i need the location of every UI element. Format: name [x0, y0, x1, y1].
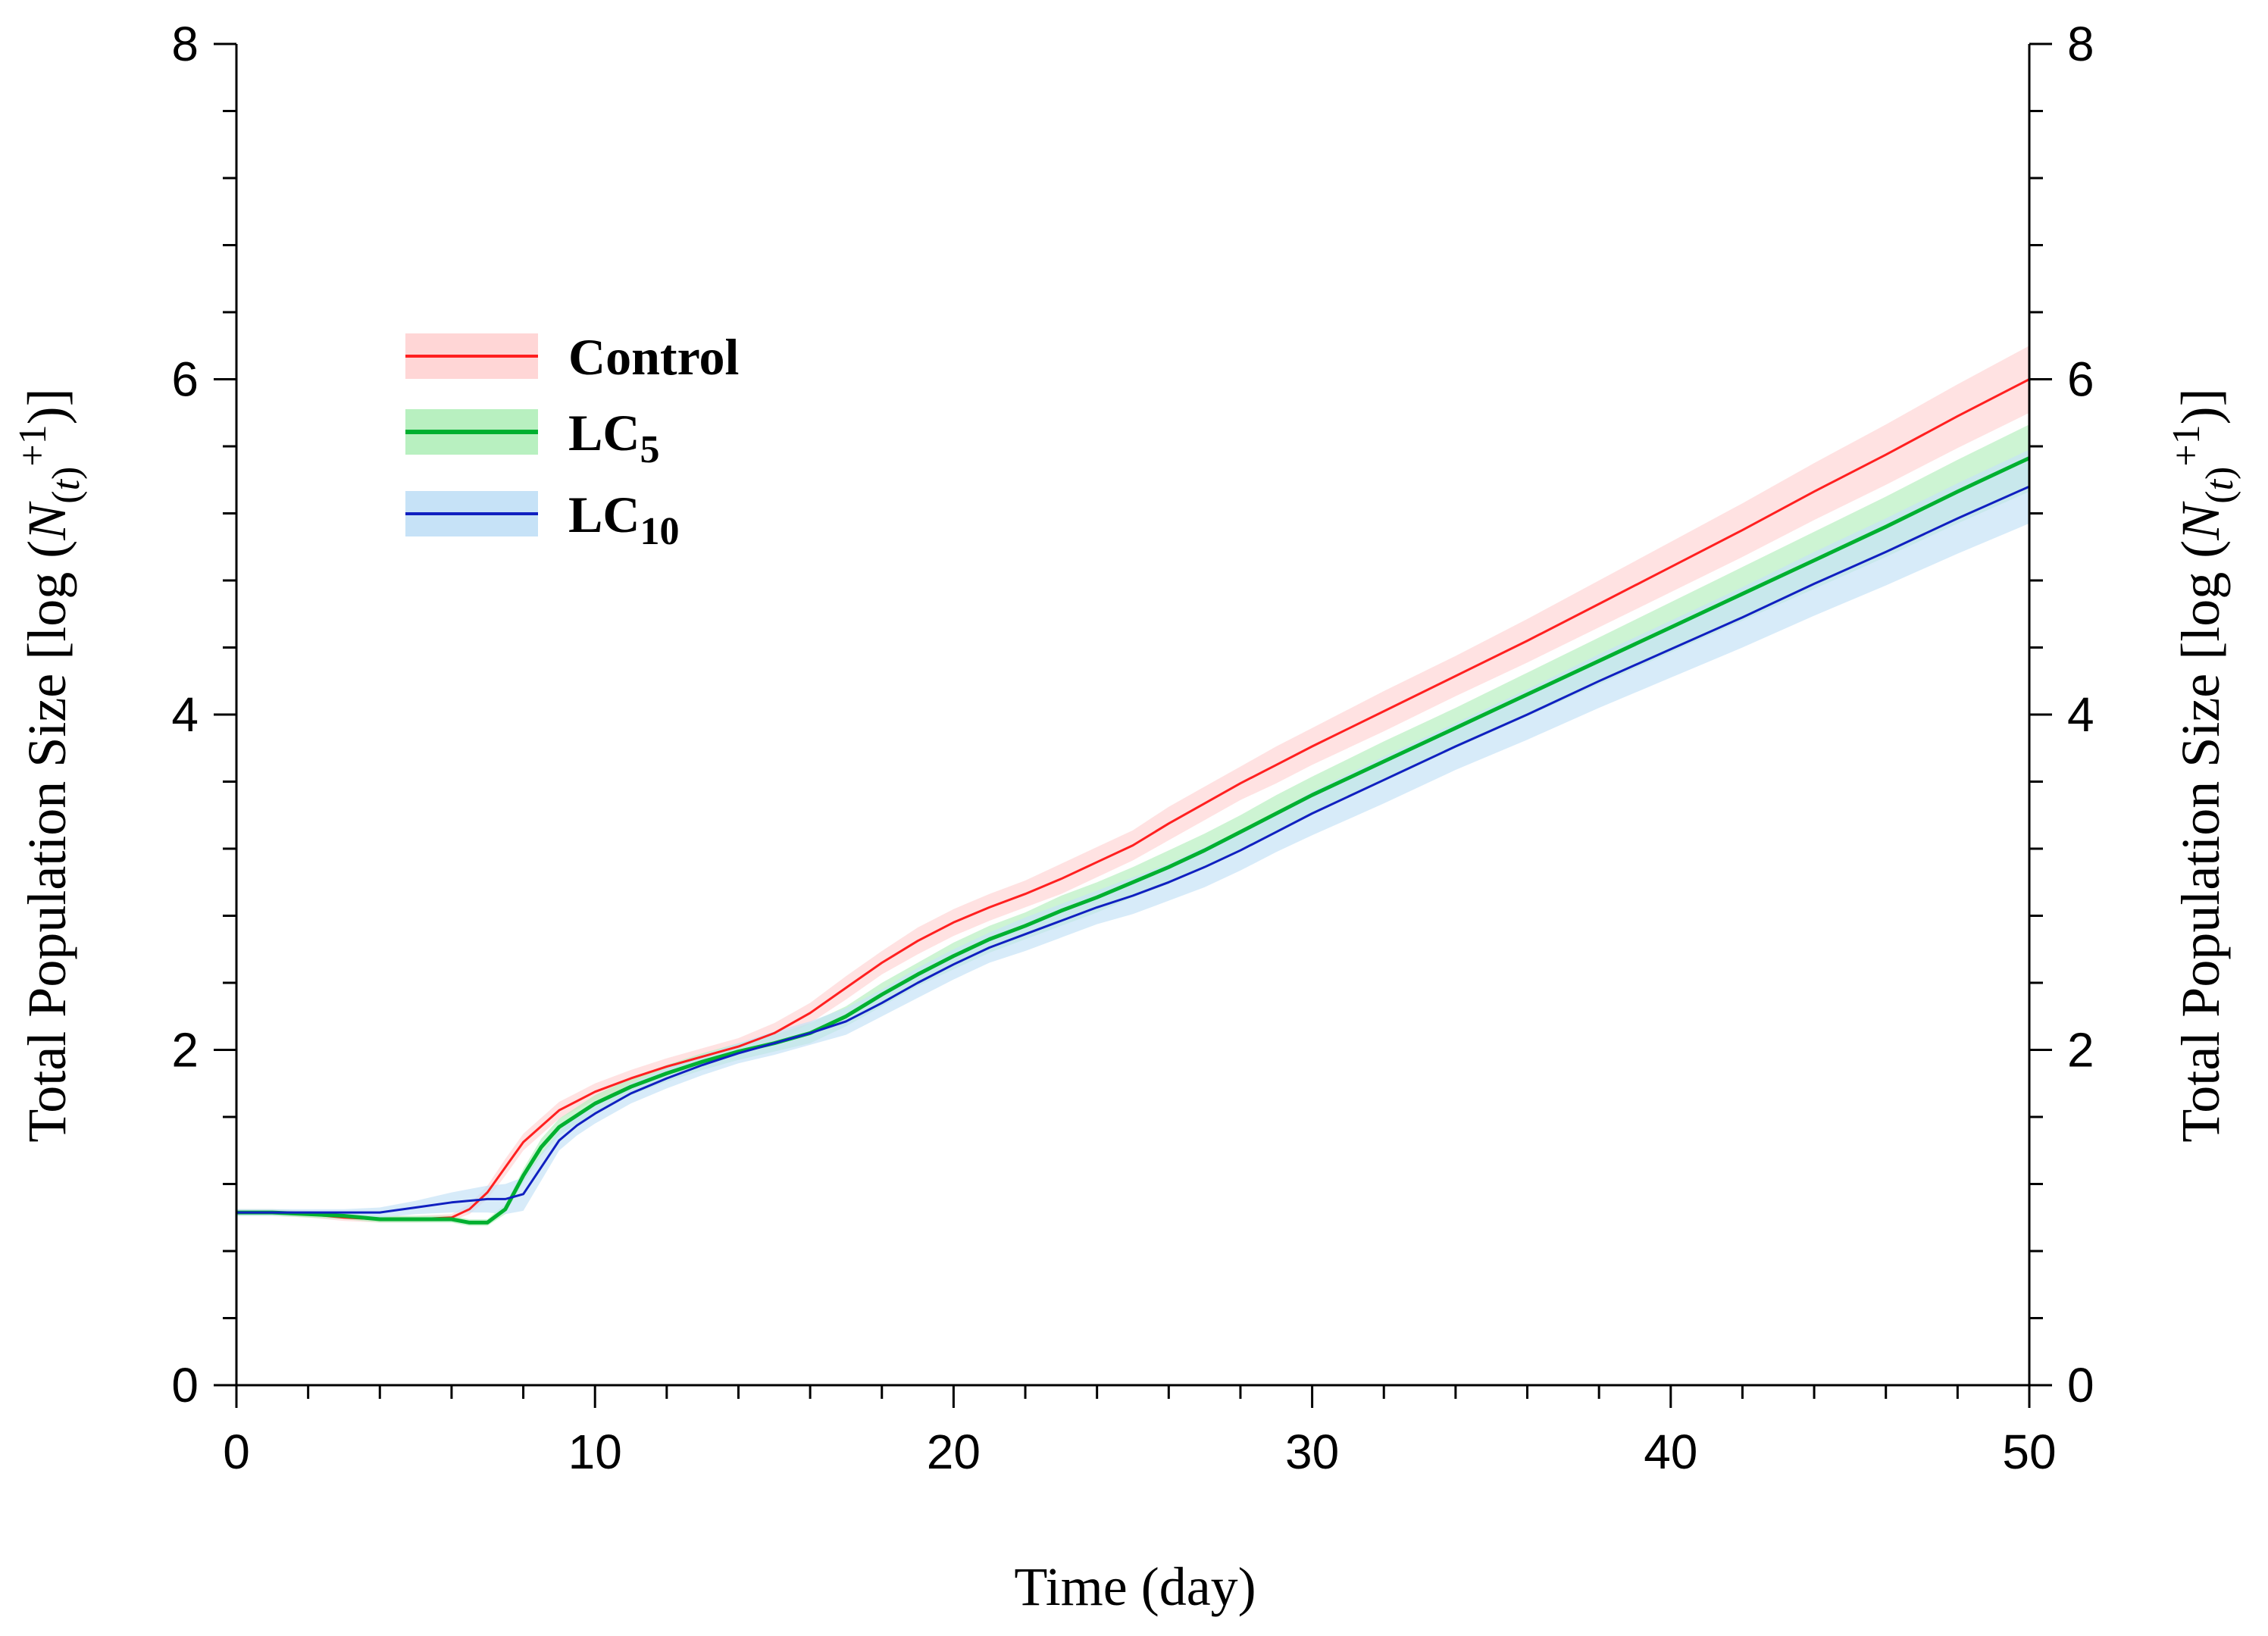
legend-label-lc5-main: LC	[568, 404, 640, 461]
y-title-left-close: )	[45, 467, 88, 480]
y-title-right-n: N	[2170, 501, 2231, 541]
legend-label-control-main: Control	[568, 328, 739, 386]
y-title-left-plus: +1	[11, 424, 55, 466]
y-right-tick-label: 0	[2067, 1358, 2094, 1412]
legend-label-lc10-sub: 10	[640, 510, 679, 553]
legend-label-lc5-sub: 5	[640, 428, 659, 471]
legend-label-lc10-main: LC	[568, 486, 640, 543]
x-tick-label: 50	[2002, 1425, 2056, 1479]
y-title-right-plus: +1	[2165, 424, 2208, 466]
legend-label-control: Control	[568, 328, 739, 386]
y-right-tick-label: 2	[2067, 1023, 2094, 1078]
y-title-left-suffix: )]	[17, 388, 77, 424]
tick-labels: 0 10 20 30 40 500 02 24 46 68 8	[171, 17, 2094, 1479]
legend-entry-control: Control	[405, 328, 739, 386]
x-tick-label: 0	[223, 1425, 250, 1479]
y-title-left-open: (	[45, 490, 88, 503]
line-lc10	[236, 485, 2030, 1214]
legend-entry-lc10: LC10	[405, 486, 679, 553]
x-axis-title: Time (day)	[1014, 1556, 1256, 1617]
legend: Control LC5 LC10	[405, 328, 739, 553]
x-tick-label: 30	[1285, 1425, 1339, 1479]
axes	[214, 42, 2052, 1408]
legend-label-lc10: LC10	[568, 486, 679, 553]
legend-entry-lc5: LC5	[405, 404, 659, 471]
legend-label-lc5: LC5	[568, 404, 659, 471]
y-title-left-n: N	[17, 501, 77, 541]
line-control	[236, 378, 2030, 1221]
y-right-tick-label: 8	[2067, 17, 2094, 71]
y-axis-title-right: Total Population Size [log (N(t)+1)]	[2165, 388, 2241, 1142]
y-title-right-open: (	[2198, 490, 2241, 503]
y-title-left-prefix: Total Population Size [log (	[17, 540, 77, 1143]
y-left-tick-label: 4	[171, 687, 199, 742]
y-right-tick-label: 6	[2067, 352, 2094, 407]
x-tick-label: 40	[1644, 1425, 1697, 1479]
y-title-left-t: t	[45, 478, 88, 490]
y-title-right-suffix: )]	[2170, 388, 2231, 424]
y-left-tick-label: 8	[171, 17, 199, 71]
y-left-tick-label: 0	[171, 1358, 199, 1412]
y-left-tick-label: 6	[171, 352, 199, 407]
y-title-right-close: )	[2198, 467, 2241, 480]
x-tick-label: 20	[927, 1425, 981, 1479]
y-title-right-prefix: Total Population Size [log (	[2170, 540, 2231, 1143]
y-title-right-t: t	[2198, 478, 2241, 490]
y-left-tick-label: 2	[171, 1023, 199, 1078]
y-right-tick-label: 4	[2067, 687, 2094, 742]
line-lc5	[236, 456, 2031, 1225]
x-tick-label: 10	[568, 1425, 622, 1479]
y-axis-title-left: Total Population Size [log (N(t)+1)]	[11, 388, 88, 1142]
series-lines	[236, 378, 2031, 1225]
